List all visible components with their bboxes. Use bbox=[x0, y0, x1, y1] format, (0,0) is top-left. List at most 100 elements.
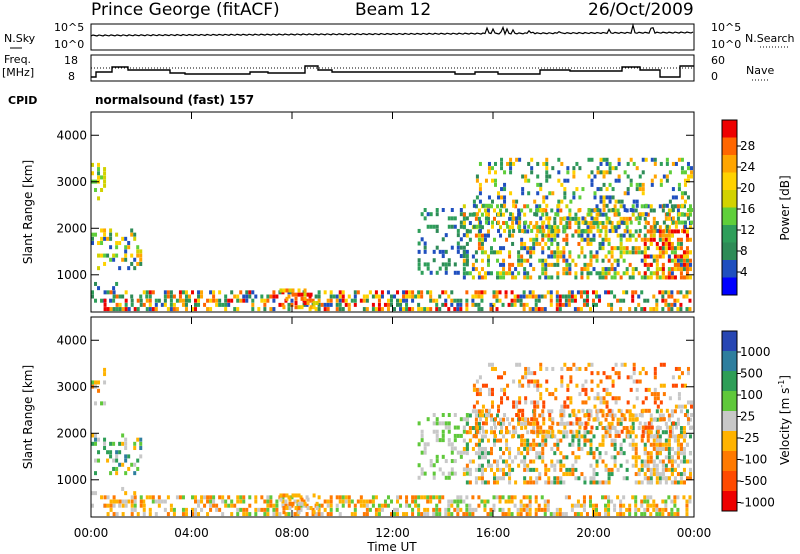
echo-cell bbox=[589, 409, 593, 414]
echo-cell bbox=[456, 241, 460, 246]
echo-cell bbox=[652, 208, 656, 213]
echo-cell bbox=[465, 495, 469, 500]
echo-cell bbox=[685, 499, 689, 504]
echo-cell bbox=[478, 187, 482, 192]
echo-cell bbox=[664, 290, 668, 295]
echo-cell bbox=[670, 430, 674, 435]
echo-cell bbox=[628, 417, 632, 422]
echo-cell bbox=[499, 417, 503, 422]
echo-cell bbox=[545, 157, 549, 162]
echo-cell bbox=[586, 241, 590, 246]
echo-cell bbox=[507, 512, 511, 517]
colorbar-tick-label: 100 bbox=[740, 388, 763, 402]
echo-cell bbox=[638, 421, 642, 426]
echo-cell bbox=[628, 262, 632, 267]
echo-cell bbox=[567, 298, 571, 303]
echo-cell bbox=[521, 187, 525, 192]
echo-cell bbox=[676, 434, 680, 439]
echo-cell bbox=[560, 199, 564, 204]
echo-cell bbox=[405, 302, 409, 307]
echo-cell bbox=[181, 507, 185, 512]
echo-cell bbox=[502, 212, 506, 217]
echo-cell bbox=[613, 204, 617, 209]
echo-cell bbox=[435, 245, 439, 250]
echo-cell bbox=[499, 446, 503, 451]
echo-cell bbox=[335, 503, 339, 508]
echo-cell bbox=[383, 503, 387, 508]
echo-cell bbox=[517, 271, 521, 276]
echo-cell bbox=[432, 463, 436, 468]
echo-cell bbox=[644, 425, 648, 430]
echo-cell bbox=[513, 294, 517, 299]
echo-cell bbox=[197, 512, 201, 517]
echo-cell bbox=[650, 182, 654, 187]
echo-cell bbox=[542, 421, 546, 426]
echo-cell bbox=[478, 392, 482, 397]
echo-cell bbox=[450, 459, 454, 464]
echo-cell bbox=[506, 224, 510, 229]
echo-cell bbox=[511, 225, 515, 230]
echo-cell bbox=[474, 413, 478, 418]
echo-cell bbox=[501, 512, 505, 517]
echo-cell bbox=[632, 362, 636, 367]
echo-cell bbox=[497, 375, 501, 380]
echo-cell bbox=[617, 433, 621, 438]
echo-cell bbox=[520, 426, 524, 431]
echo-cell bbox=[658, 472, 662, 477]
echo-cell bbox=[577, 430, 581, 435]
echo-cell bbox=[474, 216, 478, 221]
echo-cell bbox=[477, 455, 481, 460]
echo-cell bbox=[368, 507, 372, 512]
echo-cell bbox=[539, 216, 543, 221]
echo-cell bbox=[148, 302, 152, 307]
echo-cell bbox=[329, 512, 333, 517]
echo-cell bbox=[601, 212, 605, 217]
echo-cell bbox=[529, 221, 533, 226]
echo-cell bbox=[190, 507, 194, 512]
echo-cell bbox=[613, 503, 617, 508]
echo-cell bbox=[646, 267, 650, 272]
echo-cell bbox=[272, 294, 276, 299]
echo-cell bbox=[579, 294, 583, 299]
echo-cell bbox=[608, 408, 612, 413]
colorbar-segment bbox=[722, 351, 737, 372]
echo-cell bbox=[670, 290, 674, 295]
echo-cell bbox=[596, 228, 600, 233]
echo-cell bbox=[647, 429, 651, 434]
echo-cell bbox=[475, 425, 479, 430]
echo-cell bbox=[667, 216, 671, 221]
echo-cell bbox=[499, 225, 503, 230]
echo-cell bbox=[631, 271, 635, 276]
colorbar-segment bbox=[722, 120, 737, 138]
echo-cell bbox=[497, 191, 501, 196]
echo-cell bbox=[649, 430, 653, 435]
echo-cell bbox=[538, 476, 542, 481]
echo-cell bbox=[568, 467, 572, 472]
echo-cell bbox=[643, 237, 647, 242]
colorbar-segment bbox=[722, 391, 737, 412]
echo-cell bbox=[607, 302, 611, 307]
echo-cell bbox=[559, 459, 563, 464]
echo-cell bbox=[462, 216, 466, 221]
colorbar-segment bbox=[722, 277, 737, 296]
echo-cell bbox=[450, 224, 454, 229]
echo-cell bbox=[456, 450, 460, 455]
echo-cell bbox=[282, 506, 286, 511]
echo-cell bbox=[631, 246, 635, 251]
echo-cell bbox=[530, 379, 534, 384]
echo-cell bbox=[115, 307, 119, 312]
echo-cell bbox=[559, 221, 563, 226]
echo-cell bbox=[646, 221, 650, 226]
echo-cell bbox=[570, 294, 574, 299]
echo-cell bbox=[500, 429, 504, 434]
echo-cell bbox=[503, 170, 507, 175]
echo-cell bbox=[548, 425, 552, 430]
echo-cell bbox=[353, 503, 357, 508]
echo-cell bbox=[435, 459, 439, 464]
echo-cell bbox=[598, 442, 602, 447]
echo-cell bbox=[486, 459, 490, 464]
echo-cell bbox=[580, 275, 584, 280]
noise-right-bottom: 10^0 bbox=[711, 38, 741, 51]
echo-cell bbox=[136, 512, 140, 517]
echo-cell bbox=[502, 451, 506, 456]
